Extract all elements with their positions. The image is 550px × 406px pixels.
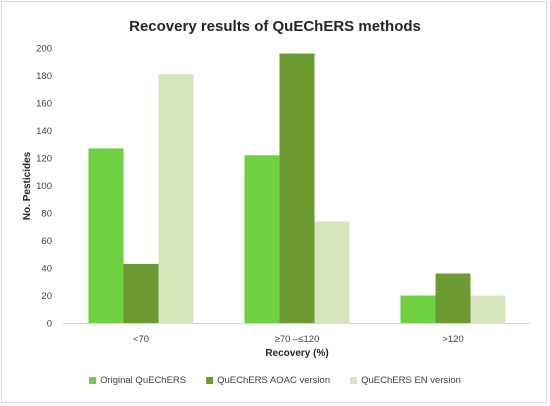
y-tick-label: 20 bbox=[41, 291, 52, 302]
bar-3-2 bbox=[314, 221, 350, 323]
bar-2-2 bbox=[279, 53, 315, 323]
legend-item: Original QuEChERS bbox=[89, 375, 186, 386]
x-axis-title: Recovery (%) bbox=[265, 348, 328, 359]
bar-2-3 bbox=[435, 273, 471, 323]
bar-3-3 bbox=[470, 295, 506, 323]
y-tick-label: 60 bbox=[41, 236, 52, 247]
bar-2-1 bbox=[123, 263, 159, 323]
legend-item: QuEChERS AOAC version bbox=[206, 375, 330, 386]
y-tick-label: 140 bbox=[36, 126, 52, 137]
y-tick-label: 100 bbox=[36, 181, 52, 192]
bar-1-1 bbox=[88, 148, 124, 323]
legend-label: Original QuEChERS bbox=[100, 375, 186, 386]
chart-title: Recovery results of QuEChERS methods bbox=[129, 18, 421, 35]
y-tick-label: 0 bbox=[47, 319, 52, 330]
legend-label: QuEChERS EN version bbox=[361, 375, 461, 386]
y-axis-ticks: 0 20 40 60 80 100 120 140 160 180 200 bbox=[36, 44, 52, 330]
legend-item: QuEChERS EN version bbox=[350, 375, 461, 386]
x-axis-ticks: <70 ≥70 –≤120 >120 bbox=[133, 334, 464, 345]
bar-1-2 bbox=[244, 155, 280, 323]
y-tick-label: 160 bbox=[36, 99, 52, 110]
bar-series bbox=[88, 53, 506, 323]
y-tick-label: 200 bbox=[36, 44, 52, 55]
y-tick-label: 120 bbox=[36, 154, 52, 165]
y-tick-label: 180 bbox=[36, 71, 52, 82]
legend-swatch bbox=[206, 377, 214, 384]
legend-swatch bbox=[350, 377, 358, 384]
bar-1-3 bbox=[400, 295, 436, 323]
y-axis-title: No. Pesticides bbox=[22, 151, 33, 220]
legend-label: QuEChERS AOAC version bbox=[217, 375, 330, 386]
x-tick-label: ≥70 –≤120 bbox=[275, 334, 320, 345]
x-tick-label: >120 bbox=[442, 334, 463, 345]
legend-swatch bbox=[89, 377, 97, 384]
y-tick-label: 40 bbox=[41, 264, 52, 275]
x-tick-label: <70 bbox=[133, 334, 149, 345]
y-tick-label: 80 bbox=[41, 209, 52, 220]
bar-3-1 bbox=[158, 74, 194, 323]
legend: Original QuEChERS QuEChERS AOAC version Qu… bbox=[89, 375, 461, 386]
